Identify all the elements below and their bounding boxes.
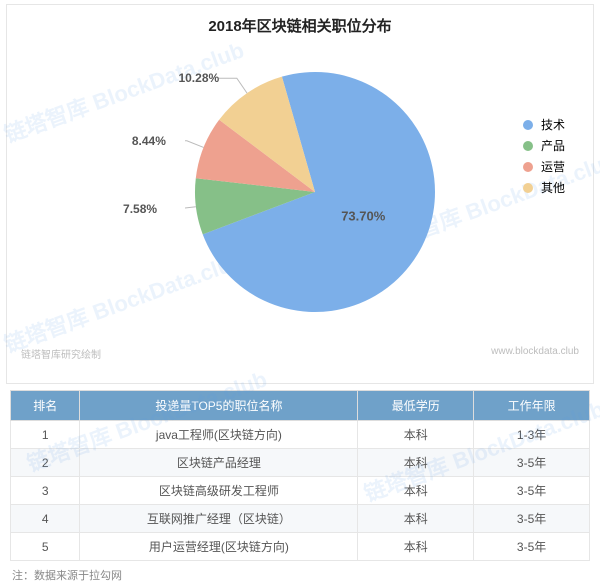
chart-title: 2018年区块链相关职位分布 (17, 15, 583, 36)
table-cell: 本科 (358, 533, 474, 561)
legend-item: 其他 (523, 179, 565, 196)
table-cell: 区块链产品经理 (80, 449, 358, 477)
table-cell: java工程师(区块链方向) (80, 421, 358, 449)
legend-swatch (523, 141, 533, 151)
table-cell: 3-5年 (474, 533, 590, 561)
pie-chart: 73.70%7.58%8.44%10.28% (185, 62, 445, 322)
slice-label: 7.58% (123, 202, 157, 216)
table-cell: 3-5年 (474, 449, 590, 477)
table-cell: 互联网推广经理（区块链） (80, 505, 358, 533)
slice-label: 73.70% (341, 209, 385, 224)
table-cell: 3-5年 (474, 505, 590, 533)
legend: 技术产品运营其他 (523, 112, 565, 200)
table-cell: 用户运营经理(区块链方向) (80, 533, 358, 561)
table-header-cell: 投递量TOP5的职位名称 (80, 391, 358, 421)
table-row: 2区块链产品经理本科3-5年 (11, 449, 590, 477)
table-header-cell: 最低学历 (358, 391, 474, 421)
table-cell: 本科 (358, 421, 474, 449)
table-cell: 区块链高级研发工程师 (80, 477, 358, 505)
table-cell: 1-3年 (474, 421, 590, 449)
table-row: 1java工程师(区块链方向)本科1-3年 (11, 421, 590, 449)
legend-swatch (523, 183, 533, 193)
footer-url: www.blockdata.club (491, 346, 579, 361)
chart-footer: 链塔智库研究绘制 www.blockdata.club (17, 342, 583, 361)
table-cell: 4 (11, 505, 80, 533)
table-note: 注：数据来源于拉勾网 (12, 567, 600, 583)
table-cell: 5 (11, 533, 80, 561)
table-row: 3区块链高级研发工程师本科3-5年 (11, 477, 590, 505)
table-cell: 本科 (358, 477, 474, 505)
jobs-table: 排名投递量TOP5的职位名称最低学历工作年限 1java工程师(区块链方向)本科… (10, 390, 590, 561)
table-row: 5用户运营经理(区块链方向)本科3-5年 (11, 533, 590, 561)
table-cell: 3-5年 (474, 477, 590, 505)
legend-item: 运营 (523, 158, 565, 175)
legend-swatch (523, 120, 533, 130)
table-cell: 本科 (358, 449, 474, 477)
table-cell: 2 (11, 449, 80, 477)
table-header-cell: 工作年限 (474, 391, 590, 421)
table-header-cell: 排名 (11, 391, 80, 421)
table-cell: 3 (11, 477, 80, 505)
legend-label: 运营 (541, 158, 565, 175)
table-cell: 本科 (358, 505, 474, 533)
footer-credit: 链塔智库研究绘制 (21, 346, 101, 361)
legend-label: 技术 (541, 116, 565, 133)
slice-label: 10.28% (178, 71, 219, 85)
legend-item: 产品 (523, 137, 565, 154)
table-row: 4互联网推广经理（区块链）本科3-5年 (11, 505, 590, 533)
legend-label: 产品 (541, 137, 565, 154)
legend-label: 其他 (541, 179, 565, 196)
chart-card: 链塔智库 BlockData.club 链塔智库 BlockData.club … (6, 4, 594, 384)
legend-swatch (523, 162, 533, 172)
slice-label: 8.44% (132, 134, 166, 148)
table-cell: 1 (11, 421, 80, 449)
chart-body: 73.70%7.58%8.44%10.28% 技术产品运营其他 (17, 42, 583, 342)
legend-item: 技术 (523, 116, 565, 133)
